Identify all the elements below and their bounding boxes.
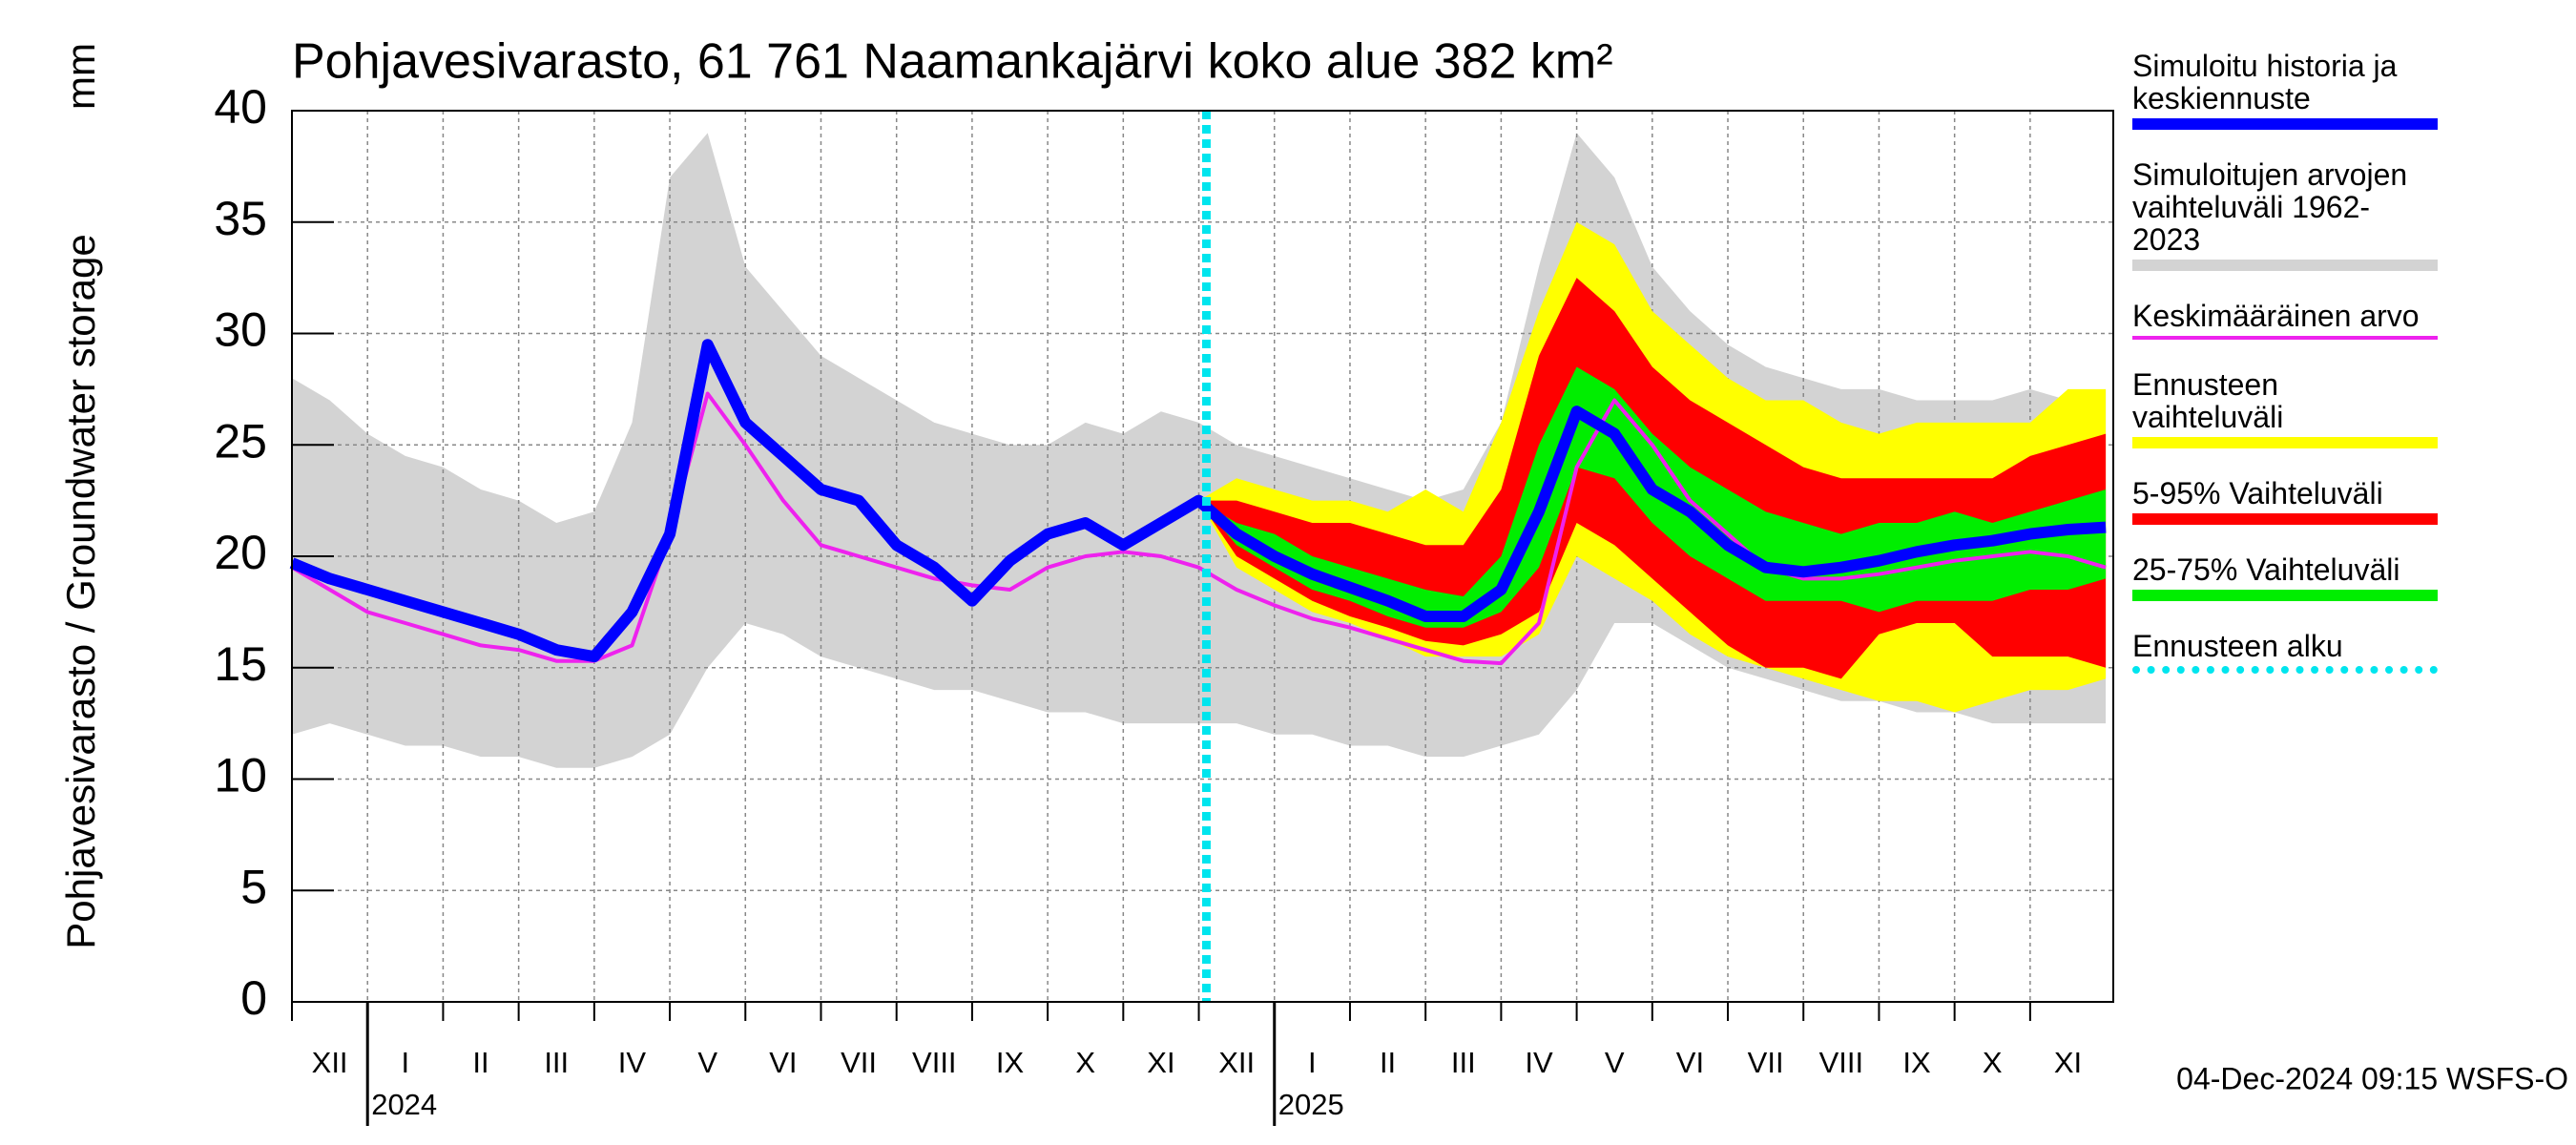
x-tick-label: VI [769, 1046, 797, 1079]
x-tick-label: I [1308, 1046, 1317, 1079]
x-tick-label: III [1451, 1046, 1476, 1079]
legend-item: Ennusteen vaihteluväli [2132, 368, 2438, 448]
legend-label: 25-75% Vaihteluväli [2132, 552, 2400, 587]
legend-swatch [2132, 260, 2438, 271]
y-tick-label: 30 [214, 303, 267, 357]
legend-label: Keskimääräinen arvo [2132, 299, 2420, 333]
x-tick-label: V [1605, 1046, 1625, 1079]
legend-swatch [2132, 513, 2438, 525]
y-tick-label: 5 [240, 860, 267, 913]
y-tick-label: 10 [214, 749, 267, 802]
x-tick-label: IX [1902, 1046, 1931, 1079]
y-tick-label: 35 [214, 192, 267, 245]
x-tick-label: IV [618, 1046, 647, 1079]
x-tick-label: XII [1218, 1046, 1255, 1079]
legend: Simuloitu historia ja keskiennuste Simulo… [2132, 50, 2438, 674]
footer: 04-Dec-2024 09:15 WSFS-O [2176, 1061, 2568, 1095]
y-tick-label: 40 [214, 80, 267, 134]
x-tick-label: VI [1676, 1046, 1704, 1079]
legend-swatch [2132, 118, 2438, 130]
y-tick-label: 0 [240, 971, 267, 1025]
legend-item: 5-95% Vaihteluväli [2132, 477, 2438, 525]
plot-frame [291, 110, 2114, 1003]
legend-item: Simuloitujen arvojen vaihteluväli 1962-2… [2132, 158, 2438, 271]
legend-label: Ennusteen alku [2132, 629, 2343, 663]
x-tick-label: XI [2054, 1046, 2082, 1079]
year-label: 2025 [1278, 1088, 1344, 1121]
legend-swatch [2132, 590, 2438, 601]
y-tick-label: 25 [214, 414, 267, 468]
legend-swatch [2132, 336, 2438, 340]
x-tick-label: IX [996, 1046, 1025, 1079]
x-tick-label: X [1983, 1046, 2003, 1079]
chart-title: Pohjavesivarasto, 61 761 Naamankajärvi k… [292, 34, 1613, 90]
legend-item: Keskimääräinen arvo [2132, 300, 2438, 340]
y-axis-label: Pohjavesivarasto / Groundwater storage [58, 234, 103, 948]
x-tick-label: XI [1147, 1046, 1174, 1079]
x-tick-label: XII [312, 1046, 348, 1079]
legend-item: Simuloitu historia ja keskiennuste [2132, 50, 2438, 130]
y-tick-label: 15 [214, 637, 267, 691]
x-tick-label: I [402, 1046, 410, 1079]
legend-item: Ennusteen alku [2132, 630, 2438, 674]
legend-swatch [2132, 437, 2438, 448]
year-label: 2024 [371, 1088, 437, 1121]
y-axis-unit: mm [58, 43, 103, 110]
x-tick-label: VIII [1819, 1046, 1864, 1079]
legend-label: 5-95% Vaihteluväli [2132, 476, 2383, 510]
series-line [289, 339, 2107, 663]
x-tick-label: IV [1525, 1046, 1553, 1079]
x-tick-label: X [1075, 1046, 1095, 1079]
x-tick-label: II [472, 1046, 488, 1079]
legend-item: 25-75% Vaihteluväli [2132, 553, 2438, 601]
legend-label: Simuloitujen arvojen vaihteluväli 1962-2… [2132, 157, 2408, 257]
x-tick-label: V [697, 1046, 717, 1079]
legend-swatch [2132, 666, 2438, 674]
x-tick-label: II [1380, 1046, 1396, 1079]
legend-label: Simuloitu historia ja keskiennuste [2132, 49, 2398, 115]
y-tick-label: 20 [214, 526, 267, 579]
x-tick-label: VII [1748, 1046, 1784, 1079]
legend-label: Ennusteen vaihteluväli [2132, 367, 2284, 434]
x-tick-label: VIII [912, 1046, 957, 1079]
x-tick-label: III [544, 1046, 569, 1079]
x-tick-label: VII [841, 1046, 877, 1079]
